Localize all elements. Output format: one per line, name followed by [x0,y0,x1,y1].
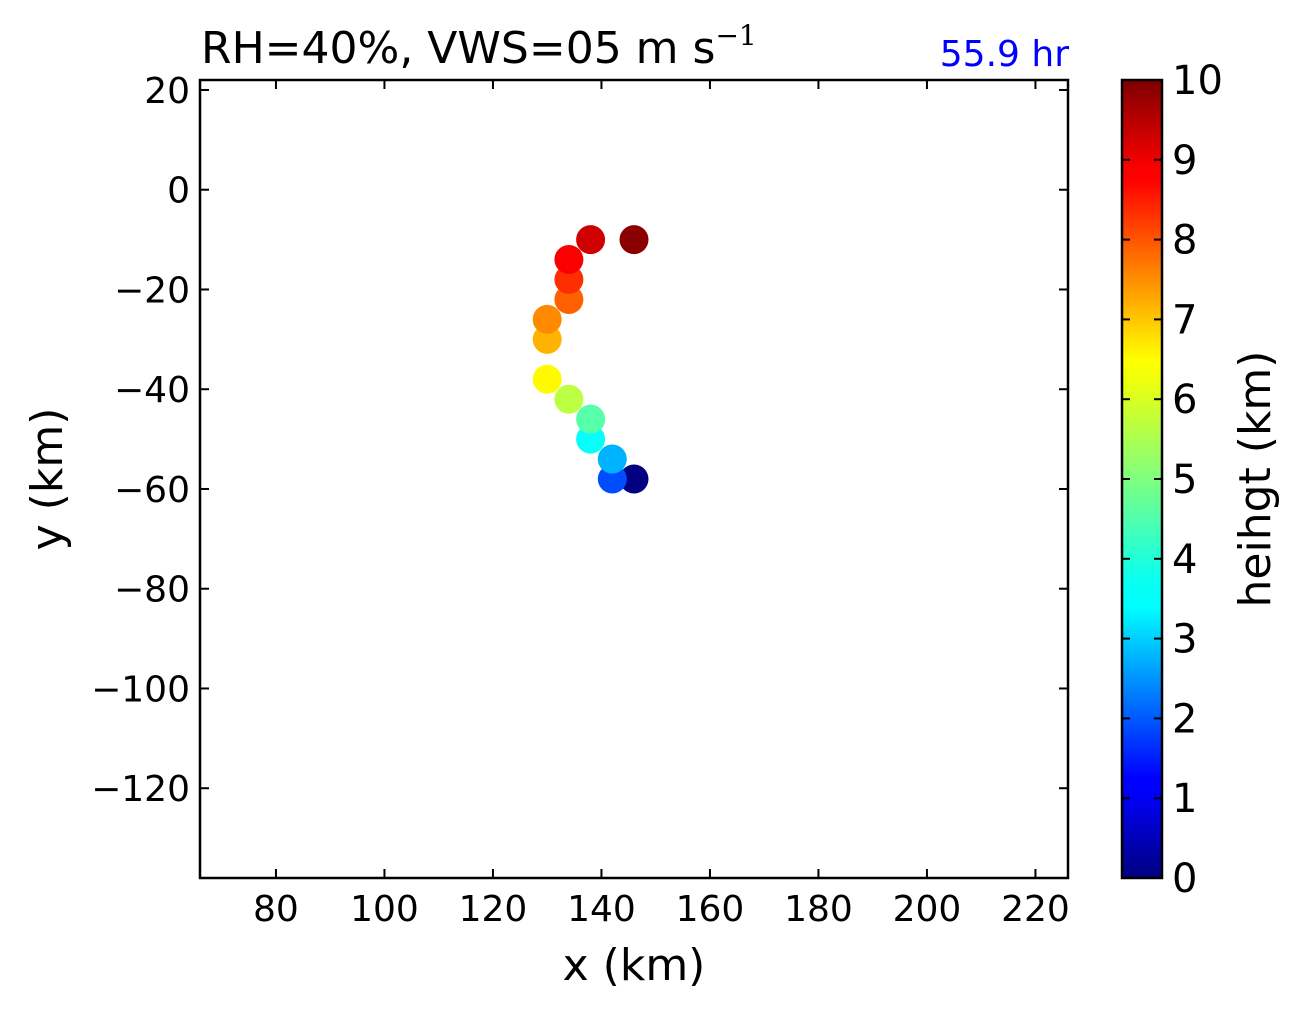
scatter-point [532,304,562,334]
x-tick-label: 120 [459,889,528,930]
x-axis-label: x (km) [563,940,706,991]
x-tick-label: 80 [253,889,299,930]
chart-title: RH=40%, VWS=05 m s−1 [201,19,757,74]
scatter-point [619,464,649,494]
x-axis-ticks: 80 100 120 140 160 180 200 220 [253,80,1070,930]
plot-frame [198,78,1070,880]
scatter-point [576,404,606,434]
colorbar-tick-label: 4 [1172,537,1197,583]
y-tick-label: −120 [91,769,190,810]
x-tick-label: 140 [567,889,636,930]
colorbar-tick-label: 0 [1172,856,1197,902]
colorbar-label: heihgt (km) [1230,351,1281,608]
scatter-point [532,324,562,354]
scatter-point [554,265,584,294]
scatter-point [554,384,584,414]
colorbar-tick-label: 7 [1172,297,1197,343]
y-axis-ticks: 20 0 −20 −40 −60 −80 −100 −120 [91,71,1068,810]
y-tick-label: −40 [114,370,190,411]
colorbar-tick-label: 8 [1172,218,1197,264]
colorbar-tick-label: 3 [1172,617,1197,663]
scatter-point [554,245,584,275]
y-tick-label: 20 [144,71,190,112]
colorbar-tick-label: 1 [1172,776,1197,822]
scatter-point [554,284,584,314]
scatter-point [619,225,649,255]
x-tick-label: 100 [350,889,419,930]
y-axis-label: y (km) [22,408,73,551]
colorbar-ticks: 0 1 2 3 4 5 6 7 8 9 10 [1122,58,1223,902]
scatter-point [597,464,627,494]
y-tick-label: −60 [114,470,190,511]
scatter-point [532,364,562,394]
y-tick-label: −80 [114,570,190,611]
chart-title-superscript: −1 [715,19,756,52]
elapsed-time-label: 55.9 hr [940,34,1069,75]
colorbar-tick-label: 10 [1172,58,1223,104]
colorbar-tick-label: 9 [1172,138,1197,184]
y-tick-label: 0 [167,171,190,212]
x-tick-label: 220 [1001,889,1070,930]
scatter-point [597,444,627,474]
scatter-point [576,424,606,454]
scatter-point [576,225,606,255]
chart-title-main: RH=40%, VWS=05 m s [201,23,715,74]
x-tick-label: 180 [784,889,853,930]
y-tick-label: −100 [91,669,190,710]
x-tick-label: 200 [893,889,962,930]
colorbar-tick-label: 2 [1172,696,1197,742]
x-tick-label: 160 [676,889,745,930]
colorbar-tick-label: 6 [1172,377,1197,423]
y-tick-label: −20 [114,270,190,311]
colorbar-tick-label: 5 [1172,457,1197,503]
scatter-points [532,225,649,494]
